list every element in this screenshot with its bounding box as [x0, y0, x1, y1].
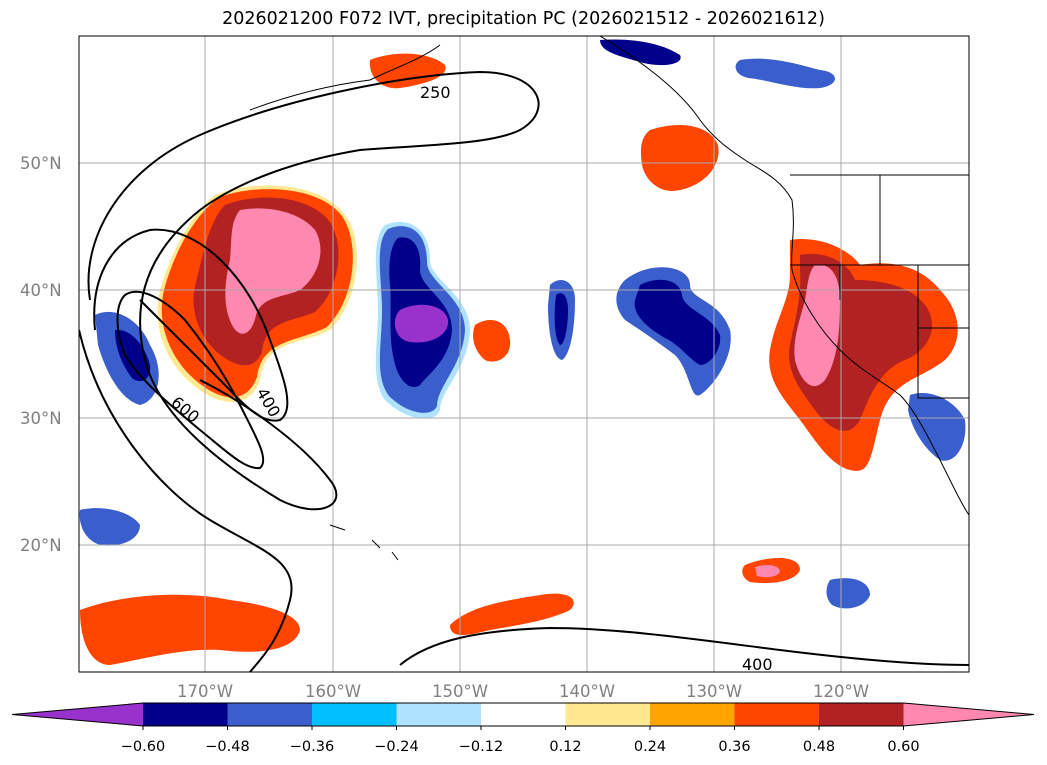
ivt-contour-600	[116, 290, 265, 470]
colorbar	[11, 702, 1035, 727]
contour-label: 400	[742, 655, 773, 674]
positive-anomaly-region	[369, 53, 446, 89]
contour-label: 250	[420, 83, 451, 102]
positive-anomaly-region	[640, 125, 719, 191]
map-frame	[78, 35, 970, 673]
latitude-label: 20°N	[20, 536, 62, 555]
colorbar-tick-label: −0.12	[459, 739, 503, 755]
colorbar-segment	[143, 703, 228, 726]
map-panel: 250 400 600 400	[78, 35, 970, 674]
colorbar-segment	[650, 703, 735, 726]
longitude-label: 140°W	[559, 682, 615, 701]
positive-anomaly-region	[450, 593, 574, 635]
colorbar-tick-label: 0.48	[803, 739, 835, 755]
colorbar-tick-label: −0.24	[374, 739, 418, 755]
colorbar-segment	[312, 703, 397, 726]
latitude-labels: 50°N 40°N 30°N 20°N	[20, 154, 62, 555]
coastlines	[249, 36, 969, 561]
ivt-contour-outer	[79, 329, 293, 672]
negative-anomaly-region	[735, 58, 835, 89]
latitude-label: 30°N	[20, 409, 62, 428]
precipitation-shading	[79, 39, 966, 665]
longitude-label: 150°W	[432, 682, 488, 701]
colorbar-tick-label: 0.36	[718, 739, 750, 755]
colorbar-tick-label: 0.24	[634, 739, 666, 755]
colorbar-segment	[227, 703, 313, 726]
north-america-coastline	[599, 36, 969, 516]
ivt-contours	[79, 70, 969, 672]
colorbar-segment	[481, 703, 566, 726]
longitude-label: 160°W	[305, 682, 361, 701]
longitude-label: 120°W	[813, 682, 869, 701]
colorbar-extend-min	[12, 703, 143, 726]
colorbar-segment	[734, 703, 820, 726]
longitude-label: 170°W	[177, 682, 233, 701]
longitude-labels: 170°W 160°W 150°W 140°W 130°W 120°W	[177, 682, 869, 701]
colorbar-segment	[565, 703, 651, 726]
colorbar-tick-label: 0.12	[549, 739, 581, 755]
negative-anomaly-region	[600, 39, 681, 66]
positive-anomaly-region	[473, 320, 511, 362]
colorbar-tick-label: −0.48	[205, 739, 249, 755]
positive-anomaly-region	[80, 594, 300, 665]
ivt-contour-250	[87, 70, 540, 511]
negative-anomaly-region	[115, 329, 151, 382]
us-state-borders	[790, 174, 969, 399]
colorbar-tick-label: −0.36	[290, 739, 334, 755]
colorbar-extend-max	[903, 703, 1034, 726]
colorbar-segment	[396, 703, 482, 726]
latitude-label: 50°N	[20, 154, 62, 173]
graticule	[79, 36, 969, 672]
positive-anomaly-region	[755, 564, 780, 578]
map-title: 2026021200 F072 IVT, precipitation PC (2…	[222, 9, 825, 29]
ivt-contour-400-south	[399, 626, 969, 666]
colorbar-tick-label: 0.60	[887, 739, 919, 755]
negative-anomaly-region	[554, 293, 568, 345]
longitude-label: 130°W	[686, 682, 742, 701]
negative-anomaly-region	[79, 508, 140, 546]
negative-anomaly-region	[394, 304, 449, 343]
alaska-coastline	[249, 44, 441, 111]
colorbar-tick-label: −0.60	[121, 739, 165, 755]
ivt-contour-400	[93, 228, 289, 422]
colorbar-ticks: −0.60 −0.48 −0.36 −0.24 −0.12 0.12 0.24 0.36 0.4…	[121, 726, 920, 755]
negative-anomaly-region	[634, 279, 721, 365]
colorbar-segment	[819, 703, 904, 726]
positive-anomaly-region	[794, 264, 840, 387]
negative-anomaly-region	[908, 392, 966, 461]
positive-anomaly-region	[225, 208, 321, 334]
hawaii-islands	[329, 524, 399, 561]
negative-anomaly-region	[826, 578, 870, 609]
latitude-label: 40°N	[20, 281, 62, 300]
